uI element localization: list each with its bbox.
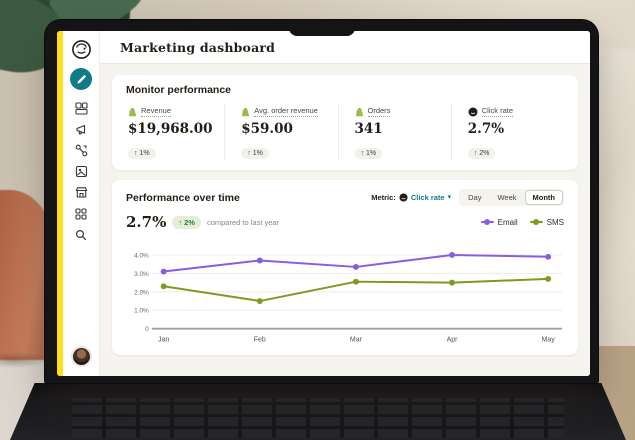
range-month-button[interactable]: Month — [524, 190, 563, 205]
pencil-icon — [77, 74, 86, 83]
up-arrow-icon: ↑ — [134, 150, 138, 157]
svg-text:May: May — [542, 337, 556, 344]
svg-text:3.0%: 3.0% — [134, 271, 149, 278]
svg-text:2.0%: 2.0% — [134, 289, 149, 296]
legend-item-email: Email — [480, 218, 518, 227]
audience-megaphone-icon[interactable] — [70, 119, 92, 140]
app-window: Marketing dashboard Monitor performance — [57, 31, 590, 376]
chevron-down-icon[interactable]: ▾ — [447, 194, 452, 201]
trend-badge: ↑ 1% — [241, 148, 269, 159]
metric-avg-order-revenue: Avg. order revenue $59.00 ↑ 1% — [224, 104, 337, 160]
metric-value: $19,968.00 — [128, 121, 213, 137]
legend-item-sms: SMS — [529, 218, 564, 227]
performance-over-time-card: Performance over time Metric: Click rate — [112, 180, 578, 355]
svg-text:Apr: Apr — [447, 337, 458, 344]
metric-label[interactable]: Click rate — [481, 106, 514, 117]
svg-text:Mar: Mar — [350, 337, 363, 344]
performance-chart: 4.0% 3.0% 2.0% 1.0% 0 Jan Feb Mar Apr May — [134, 251, 563, 344]
campaigns-icon[interactable] — [70, 98, 92, 119]
metric-revenue: Revenue $19,968.00 ↑ 1% — [126, 104, 224, 160]
metric-click-rate: Click rate 2.7% ↑ 2% — [450, 104, 564, 160]
up-arrow-icon: ↑ — [178, 217, 183, 227]
chart-legend: Email SMS — [480, 218, 564, 227]
up-arrow-icon: ↑ — [360, 150, 365, 157]
metric-orders: Orders 341 ↑ 1% — [337, 104, 451, 160]
apps-grid-icon[interactable] — [70, 203, 92, 224]
user-avatar[interactable] — [72, 348, 90, 365]
shopify-bag-icon — [355, 107, 363, 116]
laptop-screen: Marketing dashboard Monitor performance — [45, 20, 598, 383]
keyboard — [71, 398, 565, 438]
monitor-performance-card: Monitor performance Revenue — [112, 75, 578, 170]
metric-row: Revenue $19,968.00 ↑ 1% — [126, 104, 564, 160]
sidebar — [63, 31, 100, 376]
metric-value: $59.00 — [241, 121, 293, 137]
range-toggle: Day Week Month — [459, 189, 564, 206]
stat-caption: compared to last year — [206, 217, 280, 227]
range-week-button[interactable]: Week — [489, 190, 524, 205]
main-area: Marketing dashboard Monitor performance — [100, 31, 590, 376]
monitor-title: Monitor performance — [126, 84, 232, 96]
svg-text:Jan: Jan — [158, 337, 169, 344]
mailchimp-icon — [399, 193, 408, 202]
laptop-base — [10, 383, 626, 440]
metric-label[interactable]: Revenue — [141, 106, 172, 117]
automations-icon[interactable] — [70, 140, 92, 161]
metric-value: 341 — [354, 121, 383, 137]
metric-value: 2.7% — [467, 121, 505, 137]
range-day-button[interactable]: Day — [460, 190, 489, 205]
create-button[interactable] — [70, 68, 92, 90]
trend-badge: ↑ 1% — [128, 148, 156, 159]
shopify-bag-icon — [242, 107, 250, 116]
svg-text:4.0%: 4.0% — [134, 252, 149, 259]
content-icon[interactable] — [70, 161, 92, 182]
metric-label[interactable]: Orders — [367, 106, 391, 117]
page-title: Marketing dashboard — [120, 39, 276, 55]
metric-selector[interactable]: Metric: Click rate ▾ — [371, 193, 452, 202]
trend-badge: ↑ 2% — [467, 148, 496, 159]
svg-text:0: 0 — [145, 326, 149, 333]
dashboard-content: Monitor performance Revenue — [100, 64, 590, 376]
trend-badge: ↑ 1% — [354, 148, 383, 159]
up-arrow-icon: ↑ — [473, 150, 478, 157]
page-header: Marketing dashboard — [100, 31, 590, 64]
store-icon[interactable] — [70, 182, 92, 203]
mailchimp-icon — [468, 107, 478, 116]
up-arrow-icon: ↑ — [247, 150, 251, 157]
email-line-marker — [480, 219, 494, 225]
shopify-bag-icon — [129, 107, 137, 116]
stat-trend-badge: ↑ 2% — [172, 215, 201, 229]
mailchimp-logo-icon[interactable] — [70, 38, 92, 60]
camera-notch — [288, 20, 355, 36]
chart-area: 4.0% 3.0% 2.0% 1.0% 0 Jan Feb Mar Apr May — [126, 235, 564, 353]
performance-title: Performance over time — [126, 191, 240, 204]
svg-text:1.0%: 1.0% — [134, 308, 149, 315]
metric-label[interactable]: Avg. order revenue — [254, 106, 318, 117]
sms-line-marker — [529, 219, 543, 225]
accent-stripe — [57, 31, 63, 376]
svg-text:Feb: Feb — [254, 337, 266, 344]
metric-selected-value[interactable]: Click rate — [410, 193, 445, 202]
search-icon[interactable] — [70, 224, 92, 245]
stat-value: 2.7% — [126, 213, 167, 231]
